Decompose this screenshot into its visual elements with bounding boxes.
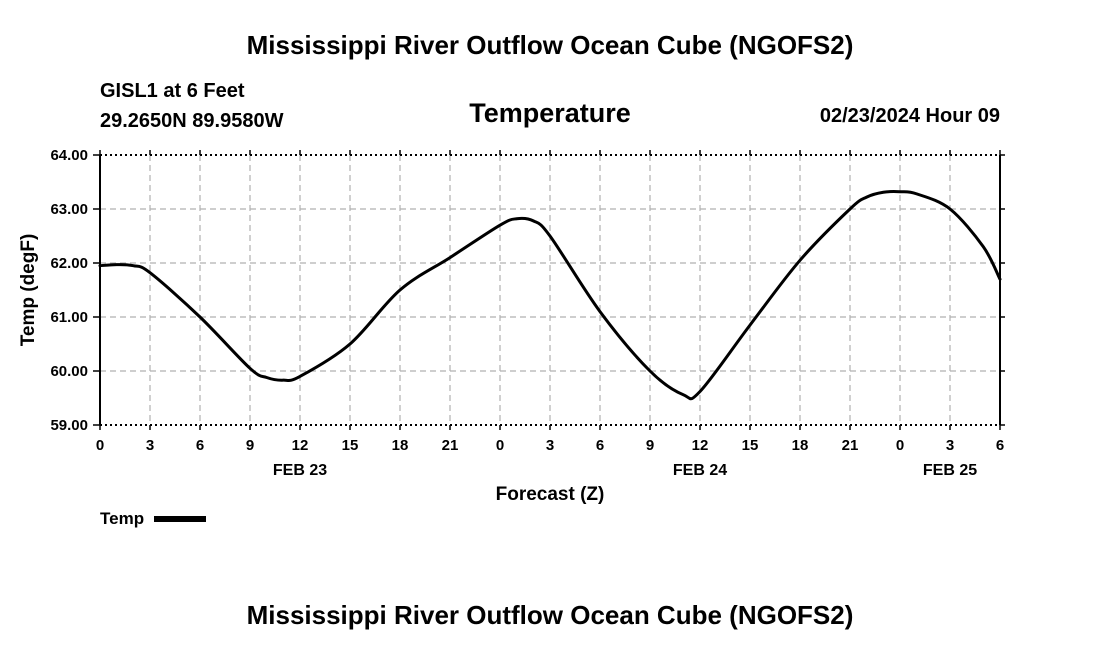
- grid-layer: [100, 155, 1000, 425]
- x-tick-label: 6: [196, 437, 204, 454]
- y-tick-label: 59.00: [50, 417, 88, 434]
- y-tick-label: 62.00: [50, 255, 88, 272]
- y-tick-label: 64.00: [50, 147, 88, 164]
- x-tick-label: 15: [742, 437, 759, 454]
- chart-subtitle: Temperature: [469, 98, 631, 128]
- x-tick-label: 9: [246, 437, 254, 454]
- date-label: FEB 25: [923, 462, 977, 479]
- series-layer: [98, 190, 1002, 401]
- station-coordinates: 29.2650N 89.9580W: [100, 110, 284, 132]
- chart-legend: Temp: [100, 509, 207, 529]
- x-tick-label: 6: [996, 437, 1004, 454]
- axis-layer: 0 3 6 9 12 15 18 21 0 3 6 9 12 15 18 21 0 3 6 59.00 60.00 61.…: [50, 147, 1005, 479]
- y-tick-label: 60.00: [50, 363, 88, 380]
- x-tick-label: 18: [392, 437, 409, 454]
- footer-title: Mississippi River Outflow Ocean Cube (NG…: [246, 600, 854, 630]
- x-tick-label: 3: [946, 437, 954, 454]
- legend-line-swatch: [154, 516, 207, 522]
- forecast-datetime: 02/23/2024 Hour 09: [819, 105, 1000, 127]
- station-info: GISL1 at 6 Feet 29.2650N 89.9580W: [100, 76, 283, 136]
- x-tick-label: 0: [496, 437, 504, 454]
- y-tick-label: 63.00: [50, 201, 88, 218]
- station-name: GISL1 at 6 Feet: [100, 80, 245, 102]
- y-axis-title: Temp (degF): [18, 234, 39, 347]
- x-tick-label: 12: [692, 437, 709, 454]
- date-label: FEB 23: [273, 462, 327, 479]
- x-tick-label: 0: [96, 437, 104, 454]
- x-tick-label: 9: [646, 437, 654, 454]
- x-tick-label: 3: [146, 437, 154, 454]
- x-tick-label: 3: [546, 437, 554, 454]
- chart-main-title: Mississippi River Outflow Ocean Cube (NG…: [246, 30, 854, 60]
- x-tick-label: 12: [292, 437, 309, 454]
- x-tick-label: 21: [442, 437, 459, 454]
- x-tick-label: 15: [342, 437, 359, 454]
- x-tick-label: 21: [842, 437, 859, 454]
- x-tick-label: 6: [596, 437, 604, 454]
- x-axis-title: Forecast (Z): [496, 484, 605, 505]
- y-tick-label: 61.00: [50, 309, 88, 326]
- x-tick-label: 18: [792, 437, 809, 454]
- temp-series-line: [98, 190, 1002, 401]
- x-tick-label: 0: [896, 437, 904, 454]
- date-label: FEB 24: [673, 462, 727, 479]
- legend-label: Temp: [100, 509, 145, 528]
